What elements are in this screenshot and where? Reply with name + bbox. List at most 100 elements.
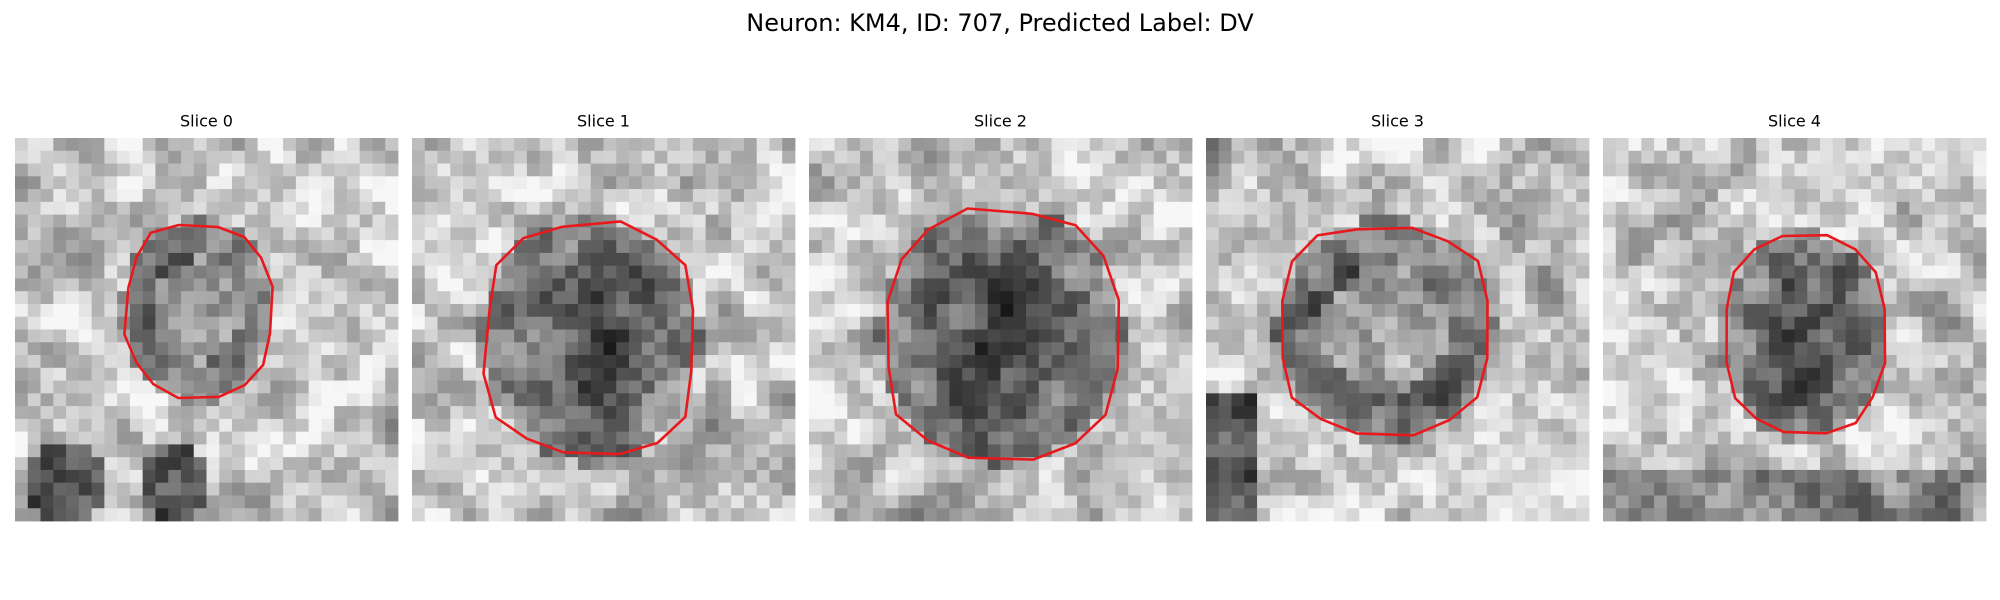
pixel xyxy=(756,406,770,420)
pixel xyxy=(424,316,438,330)
pixel xyxy=(1410,316,1424,330)
pixel xyxy=(206,482,220,496)
pixel xyxy=(756,393,770,407)
pixel xyxy=(821,342,835,356)
pixel xyxy=(104,240,118,254)
pixel xyxy=(1550,201,1564,215)
pixel xyxy=(616,240,630,254)
pixel xyxy=(1166,176,1180,190)
pixel xyxy=(270,469,284,484)
pixel xyxy=(334,316,348,330)
pixel xyxy=(257,176,271,190)
pixel xyxy=(860,214,874,228)
pixel xyxy=(372,495,386,509)
pixel xyxy=(1550,176,1564,190)
pixel xyxy=(1077,495,1091,509)
pixel xyxy=(1051,201,1065,215)
pixel xyxy=(1359,252,1373,267)
pixel xyxy=(155,355,169,369)
pixel xyxy=(1845,329,1859,343)
pixel xyxy=(962,138,976,152)
pixel xyxy=(193,508,207,522)
pixel xyxy=(821,482,835,496)
pixel xyxy=(244,265,258,279)
pixel xyxy=(53,418,67,433)
pixel xyxy=(66,240,80,254)
pixel xyxy=(1820,367,1834,381)
pixel xyxy=(1973,469,1987,484)
pixel xyxy=(142,342,156,356)
pixel xyxy=(1089,418,1104,433)
pixel xyxy=(372,380,386,394)
pixel xyxy=(974,406,989,420)
pixel xyxy=(898,214,912,228)
pixel xyxy=(705,444,719,458)
pixel xyxy=(295,457,310,471)
pixel xyxy=(206,457,220,471)
pixel xyxy=(1705,457,1719,471)
pixel xyxy=(488,380,502,394)
pixel xyxy=(1140,482,1155,496)
pixel xyxy=(1206,150,1220,164)
pixel xyxy=(308,406,322,420)
pixel xyxy=(514,252,528,267)
pixel xyxy=(1346,367,1360,381)
pixel xyxy=(898,265,912,279)
pixel xyxy=(1794,329,1808,343)
pixel xyxy=(860,508,874,522)
pixel xyxy=(295,495,310,509)
pixel xyxy=(1603,482,1617,496)
pixel xyxy=(78,431,92,445)
pixel xyxy=(1768,342,1783,356)
pixel xyxy=(359,495,373,509)
pixel xyxy=(1089,189,1104,203)
pixel xyxy=(923,380,938,394)
pixel xyxy=(809,150,823,164)
pixel xyxy=(1768,278,1783,292)
pixel xyxy=(155,163,169,177)
pixel xyxy=(1820,355,1834,369)
pixel xyxy=(117,418,131,433)
pixel xyxy=(1384,393,1398,407)
pixel xyxy=(53,201,67,215)
pixel xyxy=(1845,214,1859,228)
pixel xyxy=(53,316,67,330)
pixel xyxy=(1717,444,1732,458)
pixel xyxy=(1525,201,1539,215)
pixel xyxy=(1666,316,1680,330)
pixel xyxy=(78,303,92,318)
pixel xyxy=(1486,303,1501,318)
pixel xyxy=(923,138,938,152)
pixel xyxy=(1615,342,1629,356)
pixel xyxy=(1512,342,1526,356)
pixel xyxy=(27,444,41,458)
pixel xyxy=(1641,176,1655,190)
pixel xyxy=(488,418,502,433)
pixel xyxy=(1359,176,1373,190)
pixel xyxy=(1576,265,1590,279)
pixel xyxy=(1295,291,1309,305)
pixel xyxy=(1525,355,1539,369)
pixel xyxy=(1346,240,1360,254)
pixel xyxy=(1089,227,1104,241)
pixel xyxy=(412,380,426,394)
pixel xyxy=(1140,278,1155,292)
pixel xyxy=(1474,457,1488,471)
pixel xyxy=(27,176,41,190)
pixel xyxy=(936,329,950,343)
pixel xyxy=(1166,469,1180,484)
pixel xyxy=(1051,316,1065,330)
pixel xyxy=(923,469,938,484)
pixel xyxy=(244,176,258,190)
pixel xyxy=(1282,329,1296,343)
pixel xyxy=(1461,138,1475,152)
pixel xyxy=(219,278,233,292)
pixel xyxy=(1206,444,1220,458)
pixel xyxy=(1563,291,1577,305)
pixel xyxy=(1705,495,1719,509)
pixel xyxy=(1179,367,1193,381)
pixel xyxy=(1206,252,1220,267)
pixel xyxy=(1947,418,1961,433)
pixel xyxy=(743,303,758,318)
pixel xyxy=(1166,355,1180,369)
